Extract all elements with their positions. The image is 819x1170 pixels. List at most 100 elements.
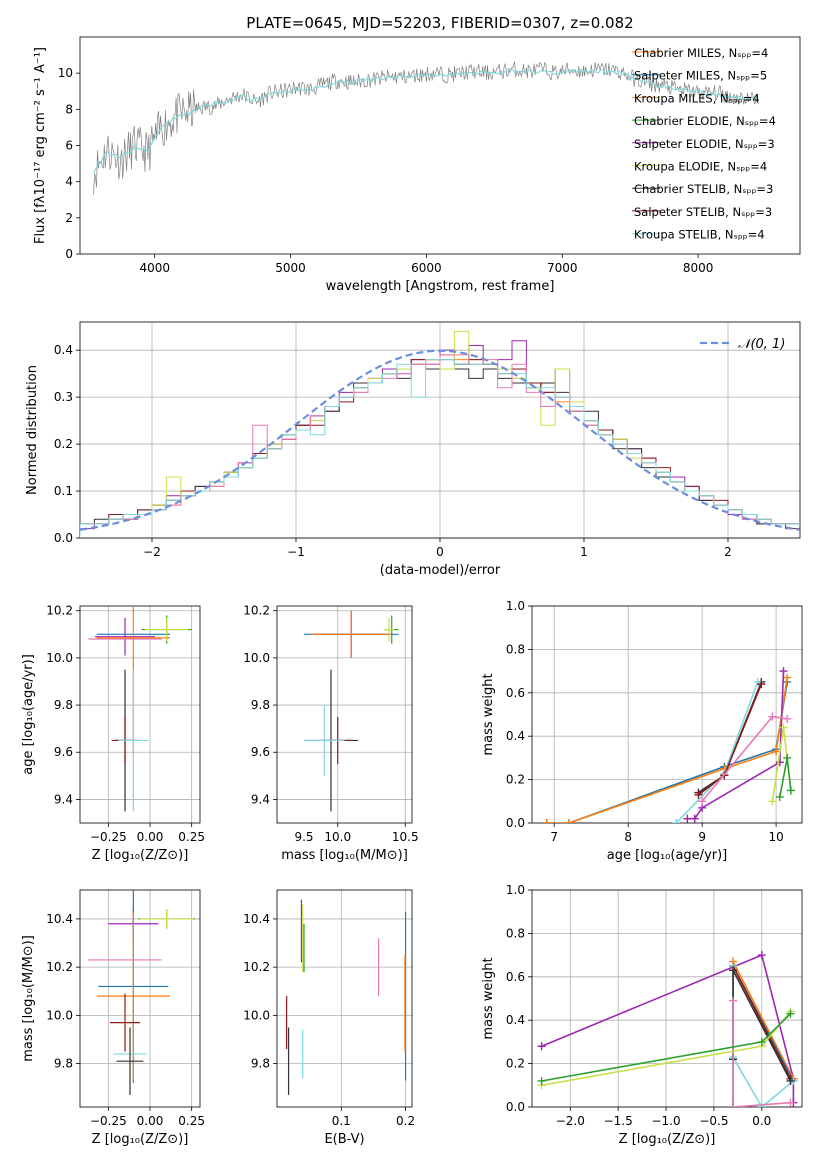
x-tick-label: 2 <box>724 545 732 559</box>
legend-label: 𝒩(0, 1) <box>738 337 785 352</box>
weight-marker <box>786 1098 795 1107</box>
weight-marker <box>783 714 792 723</box>
spectrum-legend: Chabrier MILES, Nₛₚₚ=4 Salpeter MILES, Nₛ… <box>632 46 776 242</box>
weight-series-0 <box>546 681 788 823</box>
x-axis-label: Z [log₁₀(Z/Z⊙)] <box>92 1132 189 1147</box>
age-weight-lines <box>542 667 795 823</box>
y-axis-label: Normed distribution <box>25 365 40 495</box>
z-weight-axes: −2.0 −1.5 −1.0 −0.5 0.0 0.0 0.2 0.4 0.6 0.8 1.0 Z [… <box>481 883 803 1147</box>
y-axis-label: mass weight <box>481 957 496 1039</box>
weight-marker <box>757 1037 766 1046</box>
y-tick-label: 0.0 <box>506 1100 525 1114</box>
x-tick-label: 0.2 <box>396 1114 415 1128</box>
x-tick-label: 10.0 <box>324 830 351 844</box>
y-tick-label: 9.6 <box>54 745 73 759</box>
weight-marker <box>772 747 781 756</box>
spectrum-series-model <box>93 68 758 174</box>
weight-marker <box>537 1042 546 1051</box>
y-tick-label: 0.4 <box>506 729 525 743</box>
x-axis-label: Z [log₁₀(Z/Z⊙)] <box>92 848 189 863</box>
weight-marker <box>779 723 788 732</box>
x-tick-label: 8 <box>624 830 632 844</box>
x-tick-label: 8000 <box>683 261 714 275</box>
mass-age-points <box>304 610 399 812</box>
weight-marker <box>537 1076 546 1085</box>
x-tick-label: −2 <box>143 545 161 559</box>
x-axis-label: age [log₁₀(age/yr)] <box>607 848 728 863</box>
legend-label: Chabrier ELODIE, Nₛₚₚ=4 <box>634 114 776 128</box>
y-tick-label: 0.6 <box>506 686 525 700</box>
weight-marker <box>786 1076 795 1085</box>
spectrum-series-data <box>93 60 759 195</box>
y-tick-label: 9.8 <box>54 698 73 712</box>
axes-frame <box>531 605 803 824</box>
age-weight-axes: 7 8 9 10 0.0 0.2 0.4 0.6 0.8 1.0 age [log₁₀(age/yr… <box>481 599 803 863</box>
y-axis-label: Flux [fλ10⁻¹⁷ erg cm⁻² s⁻¹ A⁻¹] <box>33 47 48 244</box>
residual-plot <box>80 330 800 538</box>
x-tick-label: 6000 <box>411 261 442 275</box>
weight-marker <box>757 680 766 689</box>
normal-curve <box>80 349 800 531</box>
y-axis-label: mass [log₁₀(M/M⊙)] <box>21 935 36 1062</box>
y-tick-label: 9.4 <box>251 792 270 806</box>
y-tick-label: 10.2 <box>243 604 270 618</box>
weight-marker <box>768 712 777 721</box>
weight-marker <box>783 673 792 682</box>
x-tick-label: 0 <box>436 545 444 559</box>
y-tick-label: 0.6 <box>506 970 525 984</box>
weight-marker <box>729 966 738 975</box>
axes-frame <box>79 605 201 824</box>
weight-marker <box>783 753 792 762</box>
y-tick-label: 0.2 <box>54 437 73 451</box>
y-tick-label: 2 <box>65 211 73 225</box>
z-weight-lines <box>537 951 798 1107</box>
x-axis-label: (data-model)/error <box>380 563 501 578</box>
weight-series-6 <box>732 1000 791 1107</box>
y-tick-label: 10.4 <box>243 912 270 926</box>
y-tick-label: 0 <box>65 247 73 261</box>
spectrum-axes: 4000 5000 6000 7000 8000 0 2 4 6 8 10 wavelength [A… <box>33 14 801 294</box>
x-tick-label: 9.5 <box>294 830 313 844</box>
weight-marker <box>775 792 784 801</box>
x-tick-label: 0.25 <box>178 830 205 844</box>
legend-label: Salpeter ELODIE, Nₛₚₚ=3 <box>634 137 775 151</box>
axes-frame <box>79 36 801 255</box>
ebv-mass-axes: 0.1 0.2 9.8 10.0 10.2 10.4 E(B-V) <box>243 889 415 1147</box>
y-tick-label: 9.6 <box>251 745 270 759</box>
weight-marker <box>698 797 707 806</box>
ebv-mass-points <box>286 899 407 1095</box>
x-tick-label: 0.1 <box>332 1114 351 1128</box>
x-tick-label: −1.5 <box>604 1114 633 1128</box>
x-tick-label: 0.0 <box>752 1114 771 1128</box>
y-tick-label: 0.0 <box>506 816 525 830</box>
y-tick-label: 10.4 <box>46 912 73 926</box>
weight-marker <box>786 1009 795 1018</box>
y-tick-label: 10.0 <box>243 1008 270 1022</box>
weight-marker <box>775 758 784 767</box>
weight-series-0 <box>541 954 795 1103</box>
x-tick-label: 7 <box>550 830 558 844</box>
y-tick-label: 6 <box>65 139 73 153</box>
axes-frame <box>79 889 201 1108</box>
axes-frame <box>531 889 803 1108</box>
y-tick-label: 0.8 <box>506 926 525 940</box>
y-tick-label: 0.1 <box>54 484 73 498</box>
weight-marker <box>564 819 573 823</box>
x-tick-label: 0.25 <box>178 1114 205 1128</box>
z-age-axes: −0.25 0.00 0.25 9.4 9.6 9.8 10.0 10.2 Z [log₁₀(Z… <box>21 604 205 863</box>
legend-label: Kroupa ELODIE, Nₛₚₚ=4 <box>634 160 767 174</box>
x-tick-label: 5000 <box>275 261 306 275</box>
y-tick-label: 9.8 <box>54 1057 73 1071</box>
y-tick-label: 0.2 <box>506 1057 525 1071</box>
y-tick-label: 10.2 <box>46 960 73 974</box>
x-tick-label: −0.25 <box>90 1114 127 1128</box>
x-tick-label: 9 <box>698 830 706 844</box>
spectrum-plot <box>93 60 759 195</box>
weight-marker <box>768 797 777 806</box>
axes-frame <box>276 605 413 824</box>
y-tick-label: 9.8 <box>251 1057 270 1071</box>
legend-label: Kroupa STELIB, Nₛₚₚ=4 <box>634 228 765 242</box>
y-tick-label: 10.2 <box>46 604 73 618</box>
residuals-axes: −2 −1 0 1 2 0.0 0.1 0.2 0.3 0.4 (data-model)/error… <box>25 321 801 578</box>
y-axis-label: mass weight <box>481 673 496 755</box>
